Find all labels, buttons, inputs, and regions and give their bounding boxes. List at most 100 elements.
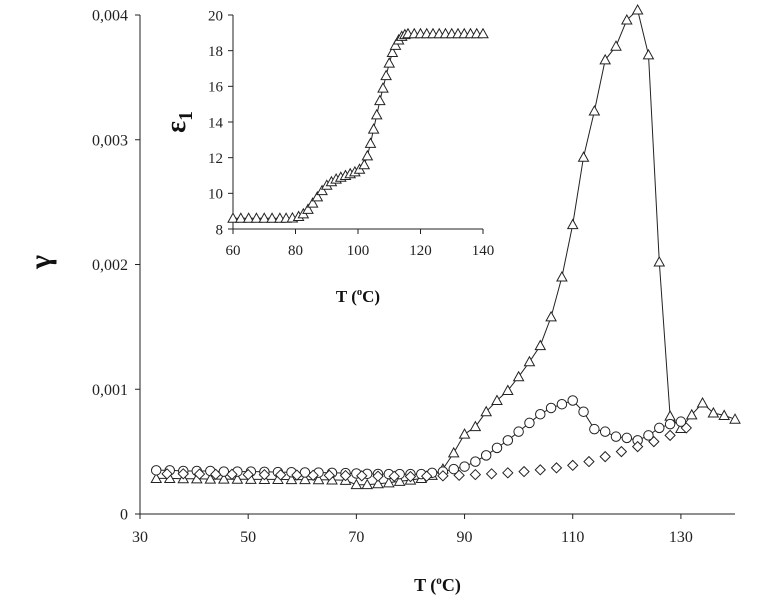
main-chart: 30 50 70 90 110 130 0 0,001 0,002 0,003 0,004 T (oC… <box>24 3 741 596</box>
inset-data-point <box>316 184 328 196</box>
main-data-point <box>631 3 644 15</box>
inset-data-point <box>377 82 389 93</box>
main-data-point <box>393 475 406 486</box>
inset-data-point <box>367 123 380 134</box>
inset-data-point <box>258 212 271 223</box>
main-data-point <box>258 468 271 481</box>
inset-data-point <box>380 69 392 81</box>
main-data-point <box>675 416 687 427</box>
main-x-tick-label: 30 <box>132 529 148 546</box>
main-data-point <box>648 435 660 448</box>
main-data-point <box>312 473 325 485</box>
main-data-point <box>469 468 482 481</box>
main-data-point <box>642 48 655 60</box>
inset-x-tick-label: 60 <box>226 243 241 259</box>
main-data-point <box>643 430 654 441</box>
inset-y-tick-label: 8 <box>216 222 224 238</box>
main-data-point <box>274 469 287 481</box>
main-data-point <box>599 53 612 65</box>
main-x-tick-label: 50 <box>240 529 256 546</box>
main-data-point <box>518 465 530 478</box>
main-data-point <box>150 472 163 483</box>
main-data-point <box>150 465 162 476</box>
main-series-triangle <box>150 3 741 490</box>
main-data-point <box>567 459 579 472</box>
inset-y-tick-label: 16 <box>208 80 224 96</box>
inset-series-line-triangle <box>233 33 483 219</box>
main-data-point <box>361 478 374 490</box>
main-data-point <box>470 456 481 467</box>
main-data-point <box>307 469 319 482</box>
main-data-point <box>285 473 298 485</box>
main-data-point <box>680 422 693 434</box>
inset-series-triangle <box>227 27 489 223</box>
main-data-point <box>350 478 363 490</box>
main-y-tick-label: 0,002 <box>92 257 128 274</box>
inset-data-point <box>227 212 239 223</box>
main-data-point <box>664 429 676 442</box>
main-data-point <box>323 469 336 482</box>
inset-data-point <box>364 137 377 148</box>
main-data-point <box>513 426 524 437</box>
inset-data-point <box>477 27 489 39</box>
main-data-point <box>535 408 546 420</box>
inset-data-point <box>250 212 263 223</box>
inset-x-tick-label: 140 <box>472 243 495 259</box>
main-data-point <box>550 462 563 474</box>
main-data-point <box>161 468 173 480</box>
main-x-tick-label: 130 <box>669 529 693 546</box>
main-series-circle <box>150 395 687 480</box>
inset-data-point <box>389 39 402 50</box>
main-data-point <box>556 398 568 410</box>
main-series-diamond <box>161 422 693 483</box>
main-data-point <box>664 418 676 430</box>
main-data-point <box>420 470 433 482</box>
main-data-point <box>502 435 514 446</box>
main-data-point <box>615 445 628 458</box>
main-x-tick-label: 90 <box>457 529 473 546</box>
main-data-point <box>226 468 238 481</box>
inset-x-axis-title: T (oC) <box>336 287 380 306</box>
main-data-point <box>718 409 731 420</box>
main-data-point <box>589 423 600 435</box>
main-data-point <box>620 13 633 25</box>
main-data-point <box>556 270 568 282</box>
inset-data-point <box>374 94 386 106</box>
inset-y-tick-label: 18 <box>208 44 223 60</box>
main-data-point <box>453 469 465 482</box>
inset-data-point <box>383 57 396 68</box>
main-data-point <box>577 151 590 162</box>
main-data-point <box>610 40 622 51</box>
main-data-point <box>502 467 514 479</box>
main-x-tick-label: 110 <box>561 529 584 546</box>
main-data-point <box>610 431 622 442</box>
main-data-point <box>534 339 547 351</box>
main-data-point <box>217 473 230 484</box>
main-data-point <box>485 468 498 480</box>
main-x-tick-label: 70 <box>348 529 364 546</box>
main-data-point <box>631 440 644 453</box>
main-data-point <box>512 370 525 382</box>
main-data-point <box>437 470 449 482</box>
inset-y-tick-label: 12 <box>208 151 223 167</box>
main-data-point <box>299 467 311 478</box>
main-data-point <box>177 468 189 480</box>
main-data-point <box>218 466 230 477</box>
inset-data-point <box>370 108 383 120</box>
inset-data-point <box>386 46 399 57</box>
inset-x-tick-label: 100 <box>347 243 370 259</box>
main-data-point <box>653 255 666 267</box>
main-data-point <box>448 463 459 475</box>
main-data-point <box>524 417 535 429</box>
main-data-point <box>707 406 720 418</box>
main-data-point <box>388 470 400 483</box>
main-data-point <box>372 477 384 489</box>
main-data-point <box>404 470 417 483</box>
main-data-point <box>696 396 709 408</box>
inset-data-point <box>302 203 314 214</box>
main-data-point <box>545 402 557 414</box>
main-data-point <box>210 468 222 481</box>
main-data-point <box>566 218 579 230</box>
main-y-tick-label: 0 <box>120 507 128 524</box>
